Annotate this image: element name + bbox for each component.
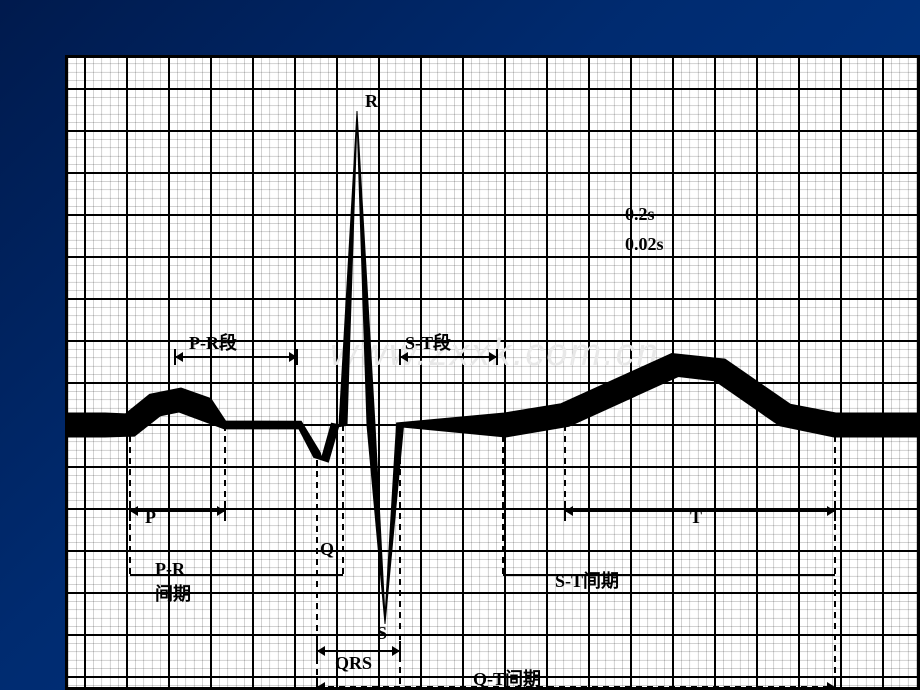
label-P: P: [145, 507, 156, 527]
label-QRS: QRS: [335, 653, 372, 673]
label-st-seg: S-T段: [405, 332, 452, 353]
label-scale2: 0.02s: [625, 234, 664, 254]
watermark-text: www.zxxk.com.cn: [330, 332, 660, 374]
label-Q: Q: [320, 539, 334, 559]
ecg-svg: www.zxxk.com.cn R 0.2s 0.02s P-R段 S-T段 P Q S P-R…: [65, 55, 920, 690]
intervals-layer: [130, 349, 835, 690]
watermark-layer: www.zxxk.com.cn: [330, 332, 660, 374]
label-scale1: 0.2s: [625, 204, 655, 224]
label-S: S: [377, 623, 387, 643]
label-R: R: [365, 91, 379, 111]
label-PR-int: P-R: [155, 559, 186, 579]
label-T: T: [690, 507, 702, 527]
label-pr-seg: P-R段: [189, 332, 238, 353]
ecg-chart-container: www.zxxk.com.cn R 0.2s 0.02s P-R段 S-T段 P Q S P-R…: [65, 55, 920, 690]
label-QT: Q-T间期: [473, 669, 541, 689]
label-ST-int: S-T间期: [555, 571, 619, 591]
label-PR-int2: 间期: [155, 584, 191, 604]
